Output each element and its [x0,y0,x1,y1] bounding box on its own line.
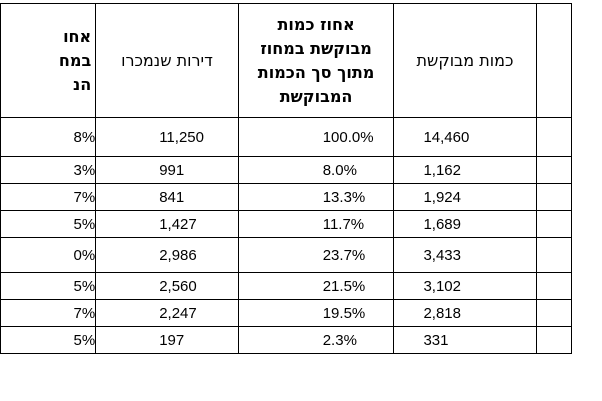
table-body: 14,460 100.0% 11,250 8% 1,162 8.0% 991 3% 1,924 1… [0,117,572,354]
cell-pct-sold-cut-value: 3% [73,161,96,179]
cell-requested-qty: 1,162 [393,156,537,184]
header-pct-requested-region: אחוז כמות מבוקשת במחוז מתוך סך הכמות המב… [237,3,395,118]
header-line: אחו [63,26,92,46]
cell-pct-sold-cut-value: 7% [73,304,96,322]
cell-pct-requested-value: 8.0% [322,161,357,179]
cell-pct-requested-value: 2.3% [322,331,357,349]
empty-cell [535,210,572,238]
cell-pct-requested-value: 23.7% [322,246,366,264]
cell-pct-sold-cut: 7% [0,299,97,327]
cell-pct-requested-value: 13.3% [322,188,366,206]
cell-pct-sold-cut: 5% [0,326,97,354]
cell-requested-qty-value: 1,162 [423,161,461,179]
cell-pct-requested: 13.3% [237,183,395,211]
cell-pct-sold-cut: 3% [0,156,97,184]
header-line: מתוך סך הכמות [257,62,375,82]
cell-requested-qty-value: 2,818 [423,304,461,322]
cell-apartments-sold: 1,427 [95,210,239,238]
cell-pct-sold-cut: 5% [0,272,97,300]
cell-pct-sold-cut-value: 5% [73,215,96,233]
cell-apartments-sold-value: 991 [159,161,185,179]
cell-pct-requested-value: 19.5% [322,304,366,322]
cell-requested-qty-value: 1,924 [423,188,461,206]
cell-apartments-sold-value: 2,986 [159,246,197,264]
cell-apartments-sold: 841 [95,183,239,211]
cell-requested-qty-value: 14,460 [423,128,470,146]
cell-pct-sold-cut-value: 5% [73,331,96,349]
cell-apartments-sold: 11,250 [95,117,239,157]
header-apartments-sold: דירות שנמכרו [95,3,239,118]
cell-requested-qty: 331 [393,326,537,354]
cell-pct-requested: 21.5% [237,272,395,300]
cell-pct-requested: 19.5% [237,299,395,327]
cell-requested-qty-value: 1,689 [423,215,461,233]
cell-pct-sold-cut-value: 8% [73,128,96,146]
cell-apartments-sold-value: 841 [159,188,185,206]
cell-apartments-sold-value: 2,247 [159,304,197,322]
header-line: הנ [72,74,92,94]
table-header-row: כמות מבוקשת אחוז כמות מבוקשת במחוז מתוך … [0,3,572,118]
header-pct-region-cut: אחו במח הנ [0,3,97,118]
cell-requested-qty-value: 3,102 [423,277,461,295]
header-line: במח [58,50,92,70]
cell-requested-qty: 1,689 [393,210,537,238]
cell-requested-qty: 2,818 [393,299,537,327]
table-row: 3,433 23.7% 2,986 0% [0,237,572,273]
cell-pct-sold-cut-value: 7% [73,188,96,206]
empty-cell [535,326,572,354]
cell-apartments-sold: 991 [95,156,239,184]
cell-pct-sold-cut: 8% [0,117,97,157]
table-row: 331 2.3% 197 5% [0,326,572,354]
cell-pct-sold-cut: 5% [0,210,97,238]
cell-requested-qty: 1,924 [393,183,537,211]
cell-pct-requested: 2.3% [237,326,395,354]
header-line: אחוז כמות [277,14,355,34]
cell-apartments-sold: 2,560 [95,272,239,300]
table-row: 1,162 8.0% 991 3% [0,156,572,184]
empty-cell [535,117,572,157]
cell-requested-qty: 3,102 [393,272,537,300]
cell-requested-qty-value: 3,433 [423,246,461,264]
empty-cell [535,183,572,211]
empty-cell [535,156,572,184]
cell-pct-requested: 8.0% [237,156,395,184]
table-row: 1,924 13.3% 841 7% [0,183,572,211]
data-table: כמות מבוקשת אחוז כמות מבוקשת במחוז מתוך … [0,3,572,354]
cell-pct-requested-value: 100.0% [322,128,374,146]
cell-apartments-sold-value: 2,560 [159,277,197,295]
cell-apartments-sold-value: 197 [159,331,185,349]
cell-pct-requested-value: 11.7% [322,215,365,233]
cell-pct-requested: 100.0% [237,117,395,157]
header-line: מבוקשת במחוז [260,38,372,58]
cell-apartments-sold: 2,247 [95,299,239,327]
cell-pct-sold-cut-value: 5% [73,277,96,295]
cell-pct-requested: 23.7% [237,237,395,273]
empty-cell [535,299,572,327]
table-row: 2,818 19.5% 2,247 7% [0,299,572,327]
cell-requested-qty-value: 331 [423,331,449,349]
header-line: המבוקשת [279,86,353,106]
cell-pct-requested-value: 21.5% [322,277,366,295]
cell-apartments-sold: 197 [95,326,239,354]
table-row: 14,460 100.0% 11,250 8% [0,117,572,157]
cell-pct-sold-cut-value: 0% [73,246,96,264]
cell-apartments-sold-value: 1,427 [159,215,197,233]
empty-header-cell [535,3,572,118]
cell-pct-sold-cut: 0% [0,237,97,273]
cell-pct-sold-cut: 7% [0,183,97,211]
header-requested-qty: כמות מבוקשת [393,3,537,118]
cell-apartments-sold: 2,986 [95,237,239,273]
cell-requested-qty: 14,460 [393,117,537,157]
empty-cell [535,237,572,273]
cell-pct-requested: 11.7% [237,210,395,238]
cell-apartments-sold-value: 11,250 [159,128,204,146]
cell-requested-qty: 3,433 [393,237,537,273]
table-row: 3,102 21.5% 2,560 5% [0,272,572,300]
table-row: 1,689 11.7% 1,427 5% [0,210,572,238]
empty-cell [535,272,572,300]
